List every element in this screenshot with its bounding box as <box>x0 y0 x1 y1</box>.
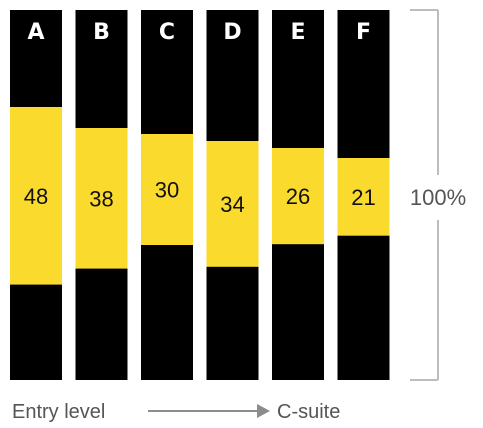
footer-arrow-head <box>257 404 270 418</box>
bar-highlight-a <box>10 107 62 285</box>
footer: Entry level C-suite <box>12 401 340 423</box>
bar-category-label-a: A <box>27 20 44 45</box>
bar-category-label-d: D <box>223 20 241 45</box>
bar-value-label-b: 38 <box>89 186 113 211</box>
scale-bracket: 100% <box>410 9 466 381</box>
bar-value-label-c: 30 <box>155 178 179 203</box>
bar-category-label-f: F <box>356 20 371 45</box>
bar-value-label-a: 48 <box>24 184 48 209</box>
bar-highlight-d <box>206 141 259 267</box>
bar-category-label-c: C <box>159 20 175 45</box>
bar-highlight-e <box>272 148 324 245</box>
footer-end-label: C-suite <box>277 401 340 423</box>
bar-value-label-f: 21 <box>351 185 375 210</box>
bar-highlight-f <box>337 158 390 236</box>
footer-start-label: Entry level <box>12 401 105 423</box>
bar-value-label-d: 34 <box>220 192 244 217</box>
scale-label: 100% <box>410 185 466 210</box>
bars-group: A 48 B 38 C 30 D 34 E 26 F 21 <box>10 10 390 380</box>
bar-highlight-b <box>75 128 128 269</box>
bar-highlight-c <box>141 134 193 245</box>
bar-value-label-e: 26 <box>286 184 310 209</box>
bar-category-label-b: B <box>93 20 110 45</box>
bar-category-label-e: E <box>290 20 305 45</box>
